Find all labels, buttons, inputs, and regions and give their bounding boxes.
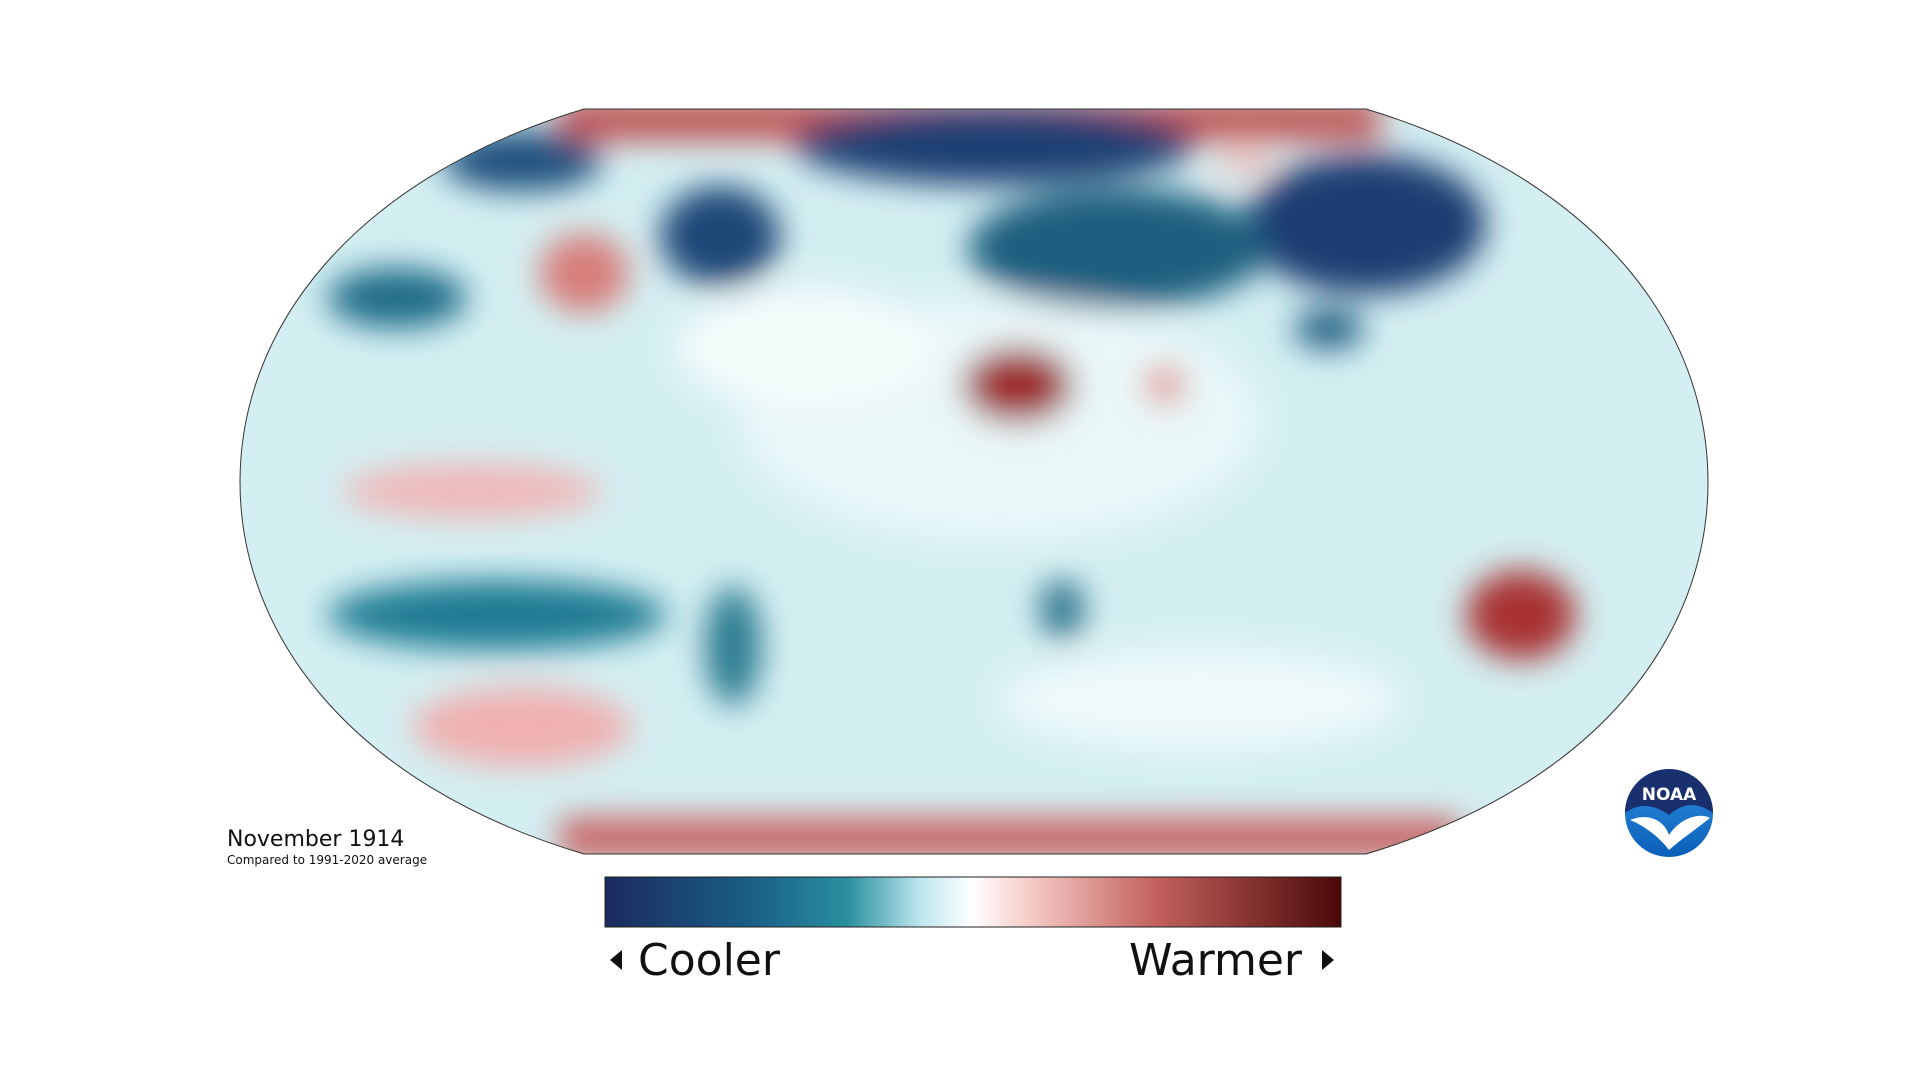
logo-text: NOAA [1642, 785, 1697, 805]
arrow-left [610, 950, 622, 970]
noaa-logo: NOAA [1625, 769, 1713, 857]
map-title: November 1914 [227, 827, 404, 852]
arrow-right [1322, 950, 1334, 970]
map-outline [239, 108, 1709, 855]
legend-low: Cooler [638, 935, 781, 986]
legend-high: Warmer [1129, 935, 1303, 986]
map-subtitle: Compared to 1991-2020 average [227, 853, 427, 867]
color-scale [604, 876, 1342, 928]
anomaly-map [240, 109, 1708, 854]
